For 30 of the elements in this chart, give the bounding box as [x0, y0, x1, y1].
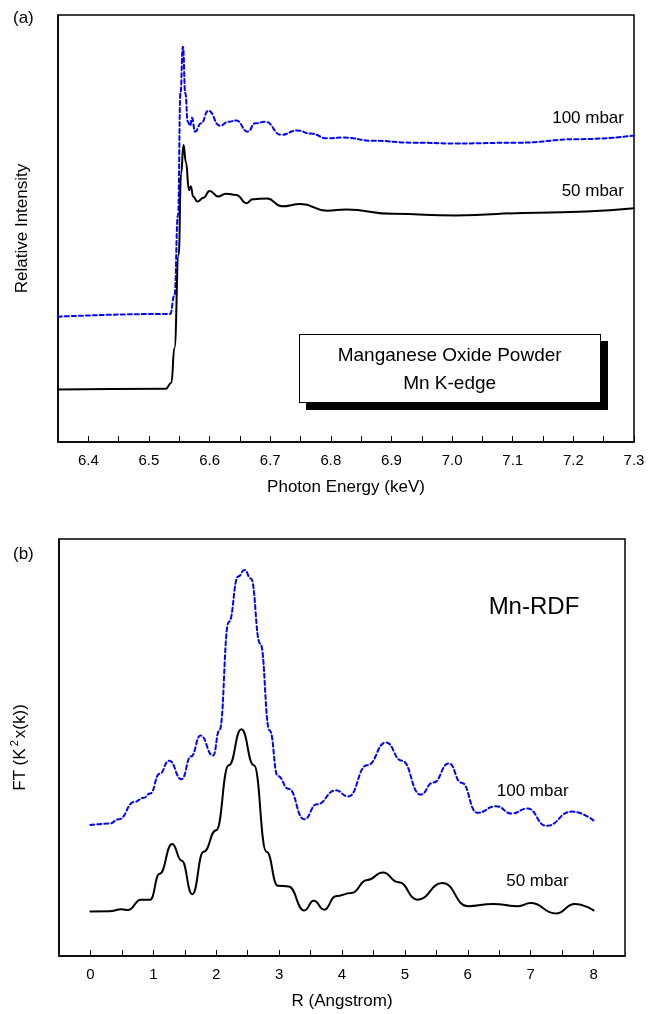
x-tick-label: 2	[212, 965, 221, 982]
x-tick-label: 7	[526, 965, 535, 982]
series-label: 100 mbar	[496, 780, 569, 800]
x-tick-label: 7.2	[562, 451, 584, 468]
x-tick-label: 7.3	[623, 451, 645, 468]
x-tick-label: 3	[274, 965, 284, 982]
x-tick-label: 6	[463, 965, 472, 982]
series-label: 50 mbar	[561, 180, 625, 200]
x-tick-label: 5	[400, 965, 410, 982]
text: 7.0	[441, 451, 463, 468]
x-axis-title: R (Angstrom)	[291, 991, 393, 1010]
series-label: 50 mbar	[506, 870, 569, 890]
x-tick-label: 6.7	[259, 451, 281, 468]
x-tick-label: 6.4	[77, 451, 99, 468]
x-tick-label: 6.8	[320, 451, 342, 468]
chart-title: (b)	[13, 544, 34, 563]
x-tick-label: 6.6	[199, 451, 221, 468]
series-label: 100 mbar	[552, 108, 625, 128]
x-tick-label: 8	[589, 965, 598, 982]
x-axis-title: Photon Energy (keV)	[267, 477, 425, 496]
x-tick-label: 6.5	[138, 451, 160, 468]
x-tick-label: 7.1	[502, 451, 524, 468]
x-tick-label: 4	[337, 965, 347, 982]
x-tick-label: 6.9	[381, 451, 402, 468]
chart-title: (a)	[13, 8, 34, 27]
annotation: Mn-RDF	[488, 592, 580, 620]
x-tick-label: 0	[86, 965, 95, 982]
x-tick-label: 1	[149, 965, 158, 982]
y-axis-title: Relative Intensity	[12, 163, 31, 294]
y-axis-title: FT (K2x(k))	[7, 704, 29, 791]
